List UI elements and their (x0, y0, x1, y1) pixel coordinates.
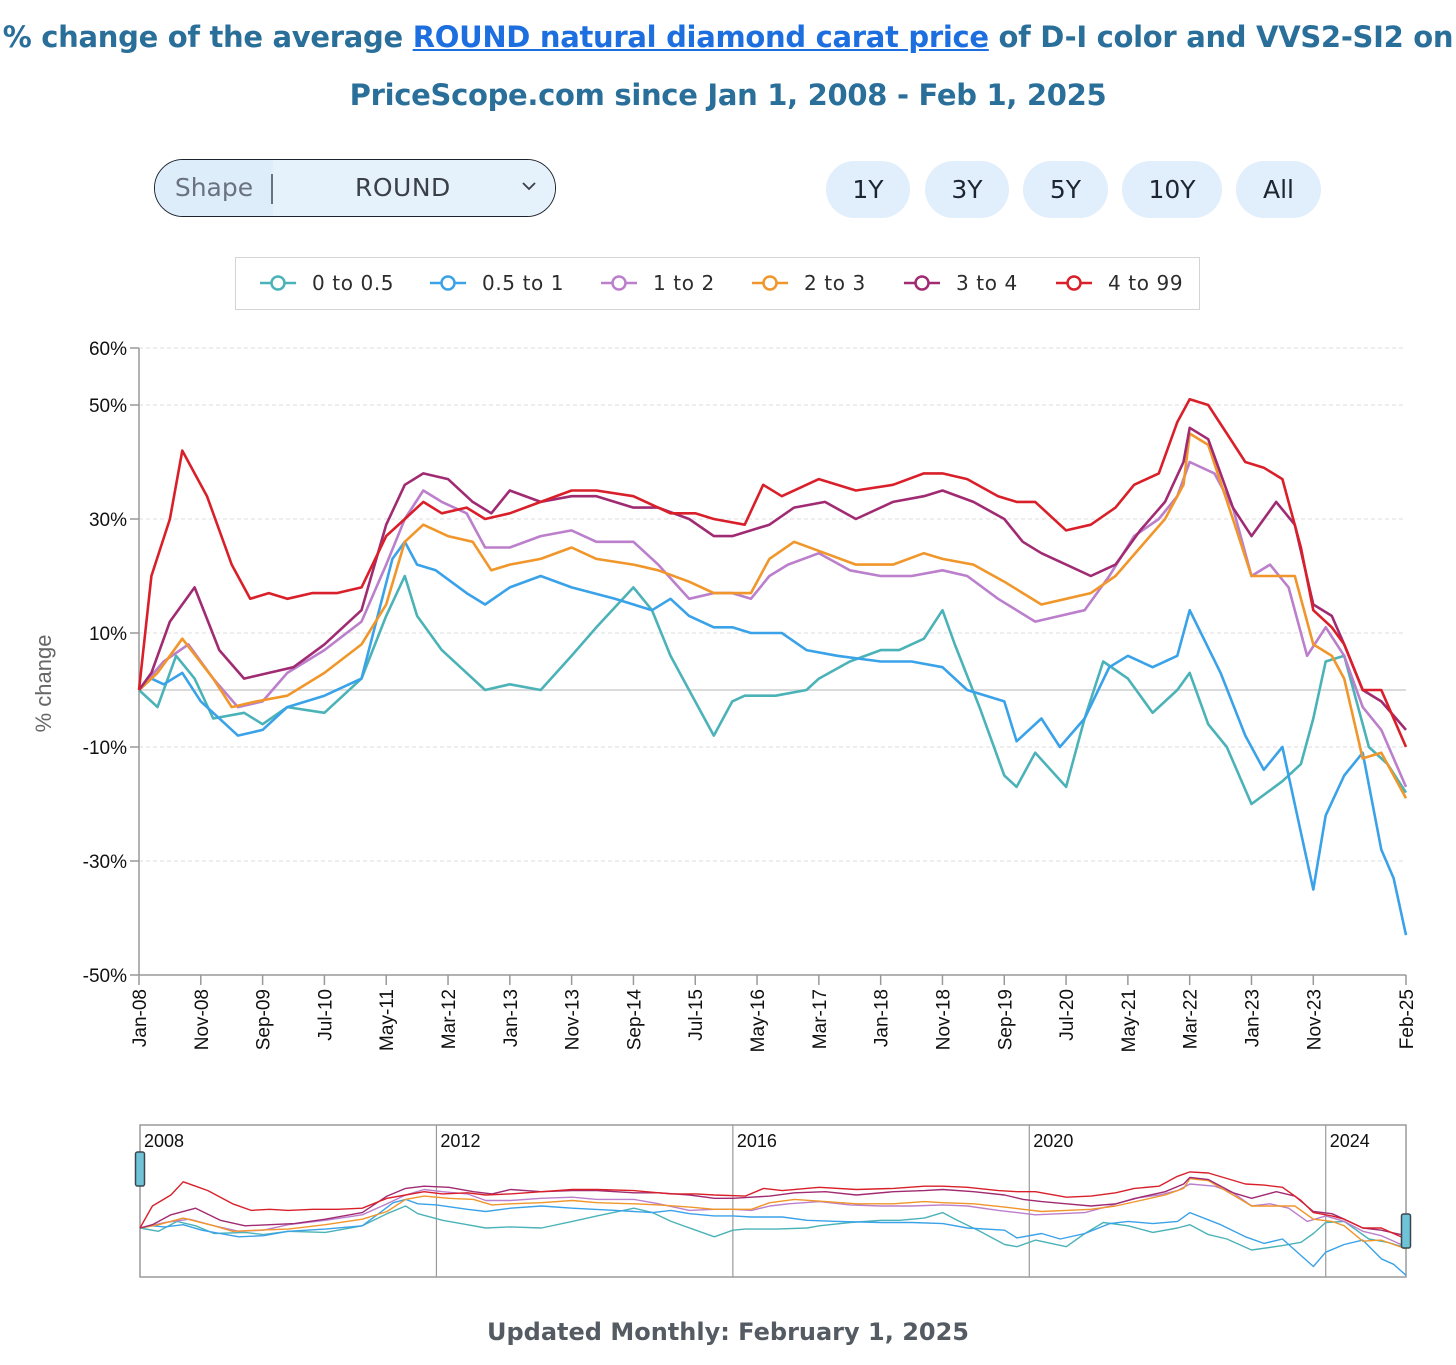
legend-marker-icon (752, 275, 788, 291)
navigator-series-1-to-2 (139, 1183, 1407, 1248)
navigator-frame (139, 1124, 1407, 1278)
chart-title: % change of the average ROUND natural di… (0, 8, 1456, 124)
x-tick-label: Jul-20 (1057, 989, 1078, 1041)
series-line-0-to-0-5 (138, 574, 1408, 806)
x-tick-label: Jan-08 (130, 989, 151, 1047)
legend-item-4-to-99[interactable]: 4 to 99 (1054, 258, 1183, 308)
legend-item-1-to-2[interactable]: 1 to 2 (599, 258, 715, 308)
navigator-series-4-to-99 (139, 1171, 1407, 1240)
legend-marker-icon (601, 275, 637, 291)
legend-label: 3 to 4 (956, 271, 1018, 295)
navigator-series-3-to-4 (139, 1176, 1407, 1237)
x-tick-label: Jan-23 (1242, 989, 1263, 1047)
series-line-0-5-to-1 (138, 540, 1408, 936)
legend-item-2-to-3[interactable]: 2 to 3 (750, 258, 866, 308)
y-tick-label: -30% (83, 852, 127, 873)
x-tick-label: Nov-18 (933, 989, 954, 1050)
x-tick-label: Feb-25 (1397, 989, 1418, 1049)
navigator-series-2-to-3 (139, 1177, 1407, 1250)
x-tick-label: Sep-19 (995, 989, 1016, 1050)
x-tick-label: May-21 (1119, 989, 1140, 1052)
x-tick-label: May-16 (748, 989, 769, 1052)
navigator-series-0-5-to-1 (139, 1198, 1407, 1276)
series-line-2-to-3 (138, 432, 1408, 799)
x-tick-label: Jan-18 (872, 989, 893, 1047)
legend-label: 4 to 99 (1108, 271, 1184, 295)
range-button-all[interactable]: All (1236, 161, 1321, 218)
y-tick-label: 10% (89, 624, 127, 645)
navigator-year-label: 2008 (144, 1131, 184, 1151)
legend-item-0-to-0-5[interactable]: 0 to 0.5 (258, 258, 394, 308)
legend-marker-icon (1056, 275, 1092, 291)
x-tick-label: Jul-15 (686, 989, 707, 1041)
y-tick-label: 30% (89, 510, 127, 531)
y-tick-label: 60% (89, 339, 127, 360)
chevron-down-icon (522, 182, 536, 191)
shape-dropdown-separator (271, 174, 273, 204)
chart-legend: 0 to 0.5 0.5 to 1 1 to 2 2 to 3 3 to 4 4… (235, 257, 1200, 310)
x-tick-label: Mar-17 (810, 989, 831, 1049)
legend-label: 2 to 3 (804, 271, 866, 295)
navigator-year-label: 2024 (1330, 1131, 1370, 1151)
x-tick-label: Nov-13 (563, 989, 584, 1050)
legend-label: 1 to 2 (653, 271, 715, 295)
y-tick-label: -10% (83, 738, 127, 759)
x-tick-label: May-11 (377, 989, 398, 1051)
chart-title-line1: % change of the average ROUND natural di… (0, 8, 1456, 66)
navigator-series-0-to-0-5 (139, 1205, 1407, 1251)
series-line-1-to-2 (138, 460, 1408, 788)
title-suffix: of D-I color and VVS2-SI2 on (988, 20, 1454, 54)
range-navigator[interactable]: 2008 2012 2016 2020 2024 (0, 1110, 1456, 1285)
range-button-10y[interactable]: 10Y (1122, 161, 1222, 218)
series-line-4-to-99 (137, 398, 1408, 748)
navigator-handle[interactable] (134, 1151, 146, 1187)
chart-title-line2: PriceScope.com since Jan 1, 2008 - Feb 1… (349, 78, 1107, 112)
x-tick-label: Mar-22 (1181, 989, 1202, 1049)
range-button-3y[interactable]: 3Y (925, 161, 1009, 218)
legend-marker-icon (904, 275, 940, 291)
shape-dropdown[interactable]: Shape ROUND (154, 159, 556, 217)
legend-marker-icon (260, 275, 296, 291)
x-tick-label: Sep-09 (254, 989, 275, 1050)
y-tick-label: 50% (89, 396, 127, 417)
x-tick-label: Jan-13 (501, 989, 522, 1047)
legend-label: 0.5 to 1 (482, 271, 565, 295)
shape-dropdown-value: ROUND (273, 160, 555, 216)
series-line-3-to-4 (137, 426, 1407, 731)
x-tick-label: Jul-10 (315, 989, 336, 1041)
range-button-1y[interactable]: 1Y (826, 161, 910, 218)
title-prefix: % change of the average (2, 20, 413, 54)
y-axis-title: % change (31, 635, 56, 733)
navigator-handle[interactable] (1400, 1213, 1412, 1249)
legend-item-3-to-4[interactable]: 3 to 4 (902, 258, 1018, 308)
x-tick-label: Mar-12 (439, 989, 460, 1049)
legend-label: 0 to 0.5 (312, 271, 395, 295)
legend-item-0-5-to-1[interactable]: 0.5 to 1 (428, 258, 564, 308)
main-line-chart: -50% -30% -10% 10% 30% 50% 60% % change Jan-08 No… (31, 339, 1418, 1052)
y-tick-label: -50% (83, 966, 127, 987)
update-note: Updated Monthly: February 1, 2025 (487, 1318, 969, 1346)
x-tick-label: Nov-23 (1304, 989, 1325, 1050)
navigator-year-label: 2020 (1033, 1131, 1073, 1151)
shape-price-link[interactable]: ROUND natural diamond carat price (412, 20, 989, 54)
range-button-5y[interactable]: 5Y (1023, 161, 1108, 218)
x-tick-label: Sep-14 (624, 989, 645, 1051)
navigator-year-label: 2016 (737, 1131, 777, 1151)
x-tick-label: Nov-08 (192, 989, 213, 1050)
shape-dropdown-label: Shape (155, 160, 273, 216)
navigator-year-label: 2012 (440, 1131, 480, 1151)
legend-marker-icon (430, 275, 466, 291)
